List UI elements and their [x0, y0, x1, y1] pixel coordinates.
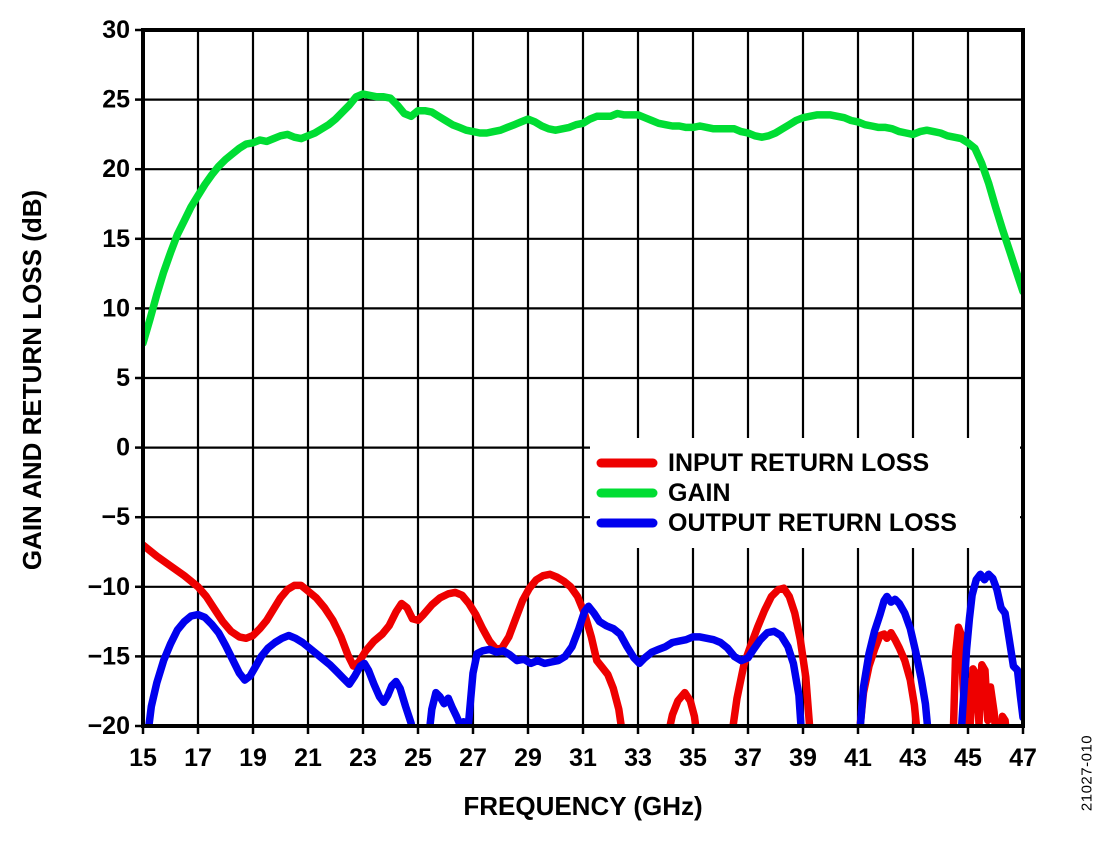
y-tick-label: 15 [102, 225, 130, 253]
x-tick-label: 39 [789, 744, 817, 772]
x-axis-tick-labels: 15 17 19 21 23 25 27 29 31 33 35 37 39 41 43 45 47 [129, 744, 1037, 772]
legend: INPUT RETURN LOSS GAIN OUTPUT RETURN LOS… [596, 449, 957, 537]
y-tick-label: 20 [102, 155, 130, 183]
x-tick-label: 29 [514, 744, 542, 772]
y-tick-label: −5 [101, 503, 130, 531]
legend-label-gain: GAIN [668, 479, 731, 507]
y-tick-label: −10 [88, 573, 130, 601]
x-tick-label: 45 [954, 744, 982, 772]
y-tick-label: 0 [116, 434, 130, 462]
curve-gain [141, 90, 1025, 347]
x-tick-label: 21 [294, 744, 322, 772]
y-axis-title: GAIN AND RETURN LOSS (dB) [17, 190, 47, 570]
x-tick-label: 19 [239, 744, 267, 772]
x-tick-label: 33 [624, 744, 652, 772]
legend-label-output-return-loss: OUTPUT RETURN LOSS [668, 509, 957, 537]
x-tick-label: 17 [184, 744, 212, 772]
x-tick-label: 27 [459, 744, 487, 772]
axis-tick-marks [135, 28, 1025, 734]
plot-curves [141, 90, 1025, 728]
y-tick-label: 30 [102, 16, 130, 44]
x-tick-label: 31 [569, 744, 597, 772]
legend-box [590, 438, 1020, 548]
y-tick-label: 25 [102, 86, 130, 114]
x-tick-label: 25 [404, 744, 432, 772]
y-axis-tick-labels: 30 25 20 15 10 5 0 −5 −10 −15 −20 [88, 16, 131, 740]
x-tick-label: 43 [899, 744, 927, 772]
x-tick-label: 47 [1009, 744, 1037, 772]
y-tick-label: −20 [88, 712, 130, 740]
curve-input-return-loss [141, 541, 1010, 728]
legend-label-input-return-loss: INPUT RETURN LOSS [668, 449, 929, 477]
x-tick-label: 37 [734, 744, 762, 772]
x-tick-label: 23 [349, 744, 377, 772]
x-tick-label: 35 [679, 744, 707, 772]
x-tick-label: 41 [844, 744, 872, 772]
x-tick-label: 15 [129, 744, 157, 772]
y-tick-label: −15 [88, 642, 131, 670]
curve-output-return-loss [144, 570, 1025, 728]
y-tick-label: 10 [102, 294, 130, 322]
y-tick-label: 5 [116, 364, 130, 392]
figure-number-watermark: 21027-010 [1079, 735, 1096, 811]
x-axis-title: FREQUENCY (GHz) [463, 791, 702, 821]
